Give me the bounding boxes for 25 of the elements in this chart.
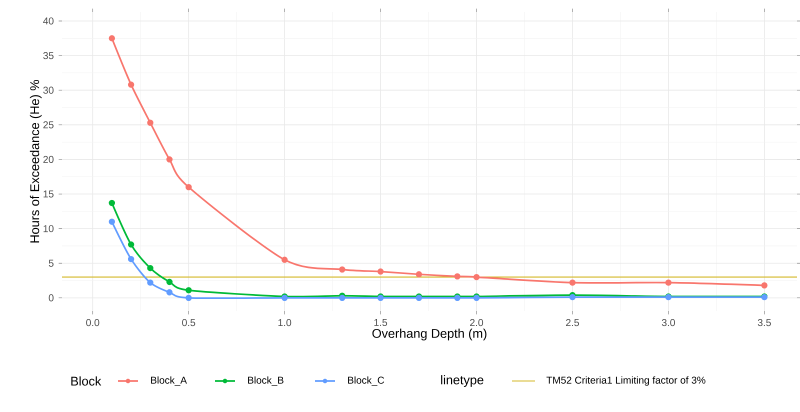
legend-label: Block_A	[151, 376, 187, 386]
x-axis-title: Overhang Depth (m)	[372, 328, 486, 340]
x-tick-label: 0.0	[86, 319, 100, 326]
legend-label: Block_C	[348, 376, 384, 386]
y-tick-label: 0	[48, 294, 54, 302]
x-tick-label: 3.5	[758, 319, 771, 326]
legend-title: Block	[71, 376, 102, 386]
y-tick-label: 25	[43, 121, 54, 128]
x-tick-label: 3.0	[662, 319, 675, 326]
x-tick-label: 2.0	[470, 319, 484, 326]
x-tick-label: 1.5	[374, 319, 388, 326]
y-axis-title: Hours of Exceedance (He) %	[30, 80, 42, 242]
x-tick-label: 1.0	[278, 319, 292, 326]
y-tick-label: 15	[44, 190, 54, 198]
text: linetype	[441, 375, 484, 387]
x-tick-label: 2.5	[566, 319, 580, 326]
legend-label: Block_B	[248, 376, 284, 386]
y-tick-label: 20	[43, 156, 54, 163]
x-tick-label: 0.5	[182, 319, 196, 326]
y-tick-label: 40	[43, 17, 54, 25]
y-tick-label: 10	[44, 225, 54, 232]
y-tick-label: 35	[43, 52, 54, 60]
y-tick-label: 30	[43, 86, 54, 94]
legend-label: TM52 Criteria1 Limiting factor of 3%	[546, 376, 706, 386]
y-tick-label: 5	[48, 260, 54, 267]
